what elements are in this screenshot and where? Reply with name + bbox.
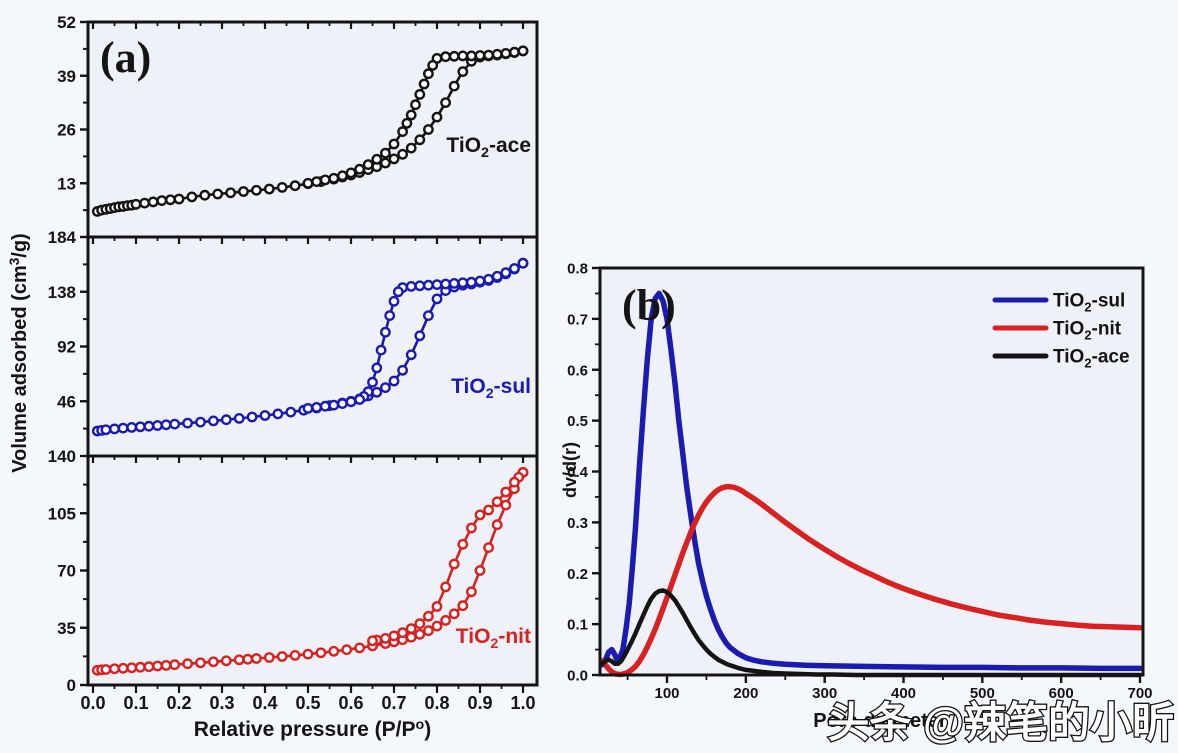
panel-b-legend: TiO2-sul TiO2-nit TiO2-ace (992, 291, 1130, 371)
panel-a-subplot-tio2-sul: TiO2-sul (91, 257, 531, 437)
panel-a-ytick-label: 140 (48, 447, 76, 466)
panel-a-plot-area (88, 22, 537, 685)
legend-label-tio2-sul: TiO2-sul (1053, 291, 1125, 315)
TiO2-nit-adsorption-markers (91, 466, 529, 676)
panel-a-subplot-tio2-nit: TiO2-nit (91, 466, 531, 676)
panel-a-ytick-label: 92 (57, 338, 76, 357)
panel-a-ytick-label: 184 (48, 228, 77, 247)
panel-b-ytick-label: 0.8 (567, 261, 588, 278)
panel-b-ytick-label: 0.0 (567, 668, 588, 685)
panel-a-y-axis-title: Volume adsorbed (cm3/g) (7, 233, 31, 472)
panel-b-x-axis-title: Pore diameter (813, 710, 947, 732)
panel-b-ytick-label: 0.7 (567, 311, 588, 328)
panel-a-xtick-label: 0.1 (123, 693, 148, 713)
panel-a-subplot-tio2-ace: TiO2-ace (91, 45, 531, 217)
panel-a-ytick-label: 52 (57, 13, 76, 32)
TiO2-ace-desorption-markers (302, 45, 529, 189)
panel-a-xtick-label: 0.6 (338, 693, 363, 713)
panel-b-ytick-label: 0.2 (567, 566, 588, 583)
TiO2-ace-series-label: TiO2-ace (446, 134, 531, 161)
panel-a-xtick-label: 0.9 (467, 693, 492, 713)
TiO2-sul-series-label: TiO2-sul (451, 375, 531, 402)
panel-a-xtick-label: 0.8 (424, 693, 449, 713)
panel-a-xtick-label: 0.5 (295, 693, 320, 713)
panel-b: 0.0 0.1 0.2 0.3 0.4 0.5 0.6 0.7 0.8 100 200 300 400 5… (560, 261, 1153, 733)
panel-b-title: (b) (622, 281, 676, 330)
panel-a-ytick-label: 35 (57, 619, 76, 638)
panel-b-ytick-label: 0.4 (567, 464, 589, 481)
panel-a-title: (a) (100, 33, 151, 82)
panel-a-xtick-label: 0.2 (166, 693, 191, 713)
panel-b-xtick-label: 100 (654, 685, 679, 702)
panel-b-ytick-label: 0.1 (567, 617, 588, 634)
watermark-text: 头条 @辣笔的小昕 (827, 699, 1174, 746)
panel-b-xtick-label: 500 (970, 685, 995, 702)
panel-b-plot-area (600, 268, 1143, 675)
panel-b-ytick-label: 0.6 (567, 362, 588, 379)
panel-b-y-axis-title: dv/d(r) (560, 442, 580, 498)
panel-a-x-axis-title: Relative pressure (P/Po) (194, 717, 432, 741)
panel-b-xtick-label: 400 (891, 685, 916, 702)
legend-label-tio2-nit: TiO2-nit (1053, 319, 1122, 343)
panel-a-ytick-label: 138 (48, 283, 76, 302)
panel-a-ytick-label: 70 (57, 562, 76, 581)
panel-a-ytick-label: 13 (57, 174, 76, 193)
panel-a-xtick-label: 0.7 (381, 693, 406, 713)
panel-a-ytick-label: 39 (57, 67, 76, 86)
panel-b-xtick-label: 300 (812, 685, 837, 702)
TiO2-sul-desorption-markers (302, 257, 529, 414)
panel-a-xtick-label: 0.4 (252, 693, 277, 713)
panel-b-ytick-label: 0.5 (567, 413, 588, 430)
TiO2-nit-series-label: TiO2-nit (456, 625, 531, 652)
TiO2-nit-desorption-markers (367, 466, 529, 647)
panel-b-ytick-label: 0.3 (567, 515, 588, 532)
panel-a-xtick-label: 1.0 (510, 693, 535, 713)
panel-a-ytick-label: 105 (48, 504, 76, 523)
panel-b-xtick-label: 700 (1127, 685, 1152, 702)
legend-label-tio2-ace: TiO2-ace (1053, 347, 1130, 371)
panel-a-xtick-label: 0.3 (209, 693, 234, 713)
panel-b-xtick-label: 200 (733, 685, 758, 702)
panel-a-ytick-label: 46 (57, 392, 76, 411)
panel-a-xtick-label: 0.0 (80, 693, 105, 713)
panel-a-ytick-label: 26 (57, 121, 76, 140)
panel-a: TiO2-ace 13 26 39 52 TiO2-sul 46 92 138 184 TiO2-n… (7, 13, 539, 741)
panel-b-curve-tio2-nit (599, 484, 1143, 678)
panel-a-ytick-label: 0 (67, 676, 76, 695)
panel-b-xtick-label: 600 (1049, 685, 1074, 702)
